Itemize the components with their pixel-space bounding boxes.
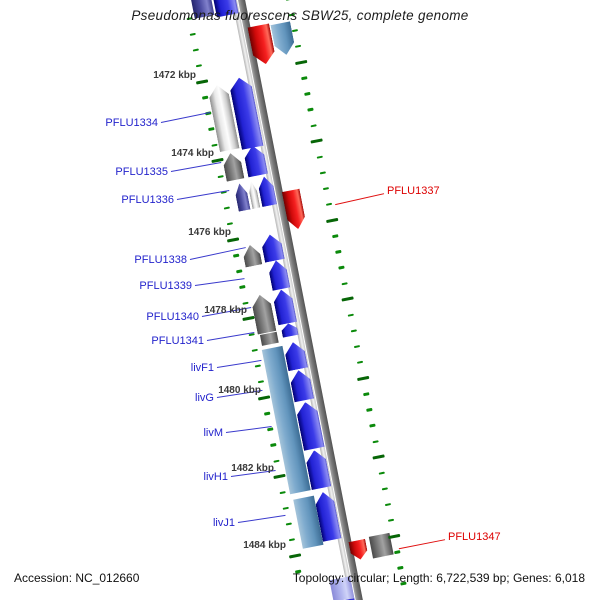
scale-label: 1472 kbp xyxy=(153,70,196,81)
gene-label-livG[interactable]: livG xyxy=(195,392,214,404)
scale-label: 1474 kbp xyxy=(171,148,214,159)
gene-label-PFLU1334[interactable]: PFLU1334 xyxy=(105,117,158,129)
leader-line-livM xyxy=(225,426,273,434)
gene-label-PFLU1335[interactable]: PFLU1335 xyxy=(115,166,168,178)
gene-label-livM[interactable]: livM xyxy=(203,427,223,439)
genome-title: Pseudomonas fluorescens SBW25, complete … xyxy=(131,8,469,23)
scale-label: 1478 kbp xyxy=(204,305,247,316)
scale-label: 1476 kbp xyxy=(188,227,231,238)
leader-line-PFLU1341 xyxy=(206,332,255,342)
leader-line-PFLU1339 xyxy=(194,278,246,287)
scale-label: 1480 kbp xyxy=(218,385,261,396)
scale-label: 1484 kbp xyxy=(243,540,286,551)
gene-label-livF1[interactable]: livF1 xyxy=(190,362,214,374)
leader-line-livF1 xyxy=(216,360,262,369)
topology-text: Topology: circular; Length: 6,722,539 bp… xyxy=(292,571,585,585)
gene-label-PFLU1337[interactable]: PFLU1337 xyxy=(387,185,440,197)
gene-label-PFLU1339[interactable]: PFLU1339 xyxy=(139,280,192,292)
leader-line-PFLU1338 xyxy=(189,247,247,261)
gene-label-PFLU1347[interactable]: PFLU1347 xyxy=(448,531,501,543)
gene-label-PFLU1340[interactable]: PFLU1340 xyxy=(146,311,199,323)
leader-line-PFLU1347 xyxy=(398,539,446,550)
leader-line-PFLU1337 xyxy=(334,193,385,206)
gene-label-PFLU1341[interactable]: PFLU1341 xyxy=(151,335,204,347)
accession-text: Accession: NC_012660 xyxy=(14,571,140,585)
leader-line-PFLU1336 xyxy=(176,190,230,201)
gene-label-livJ1[interactable]: livJ1 xyxy=(212,517,235,529)
scale-label: 1482 kbp xyxy=(231,463,274,474)
gene-label-PFLU1338[interactable]: PFLU1338 xyxy=(134,254,187,266)
leader-line-PFLU1334 xyxy=(160,112,211,124)
gene-label-PFLU1336[interactable]: PFLU1336 xyxy=(121,194,174,206)
leader-line-livJ1 xyxy=(237,515,286,524)
leader-line-PFLU1335 xyxy=(170,162,222,173)
gene-label-livH1[interactable]: livH1 xyxy=(203,471,228,483)
